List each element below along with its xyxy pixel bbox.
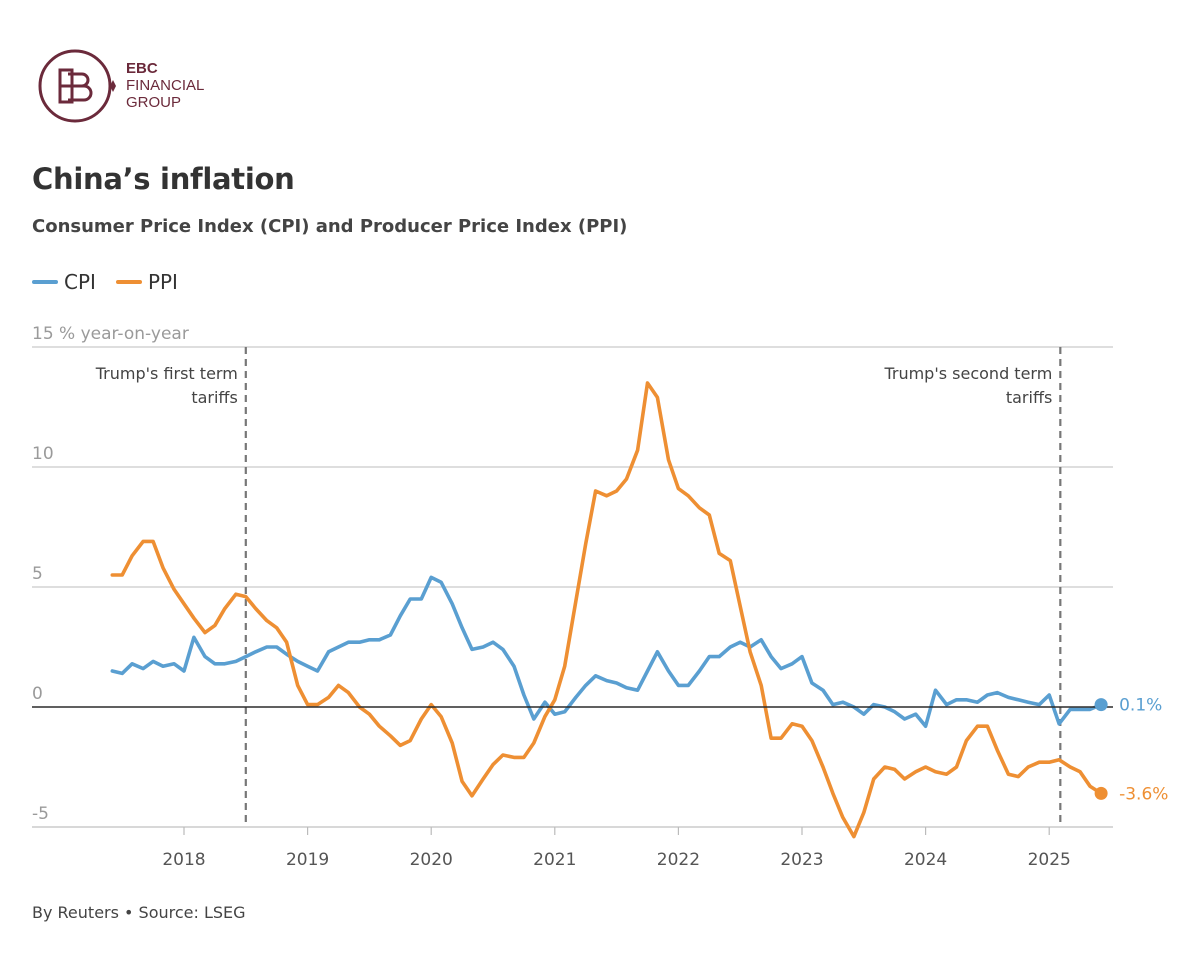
tariff-annotation-2-line-2: tariffs xyxy=(1006,388,1052,407)
chart-legend: CPI PPI xyxy=(32,270,198,294)
chart-subtitle: Consumer Price Index (CPI) and Producer … xyxy=(32,216,628,237)
x-tick-label-2025: 2025 xyxy=(1028,850,1071,870)
tariff-annotation-1-line-1: Trump's first term xyxy=(95,364,238,383)
series-line-ppi xyxy=(110,381,1103,839)
series-line-cpi xyxy=(110,575,1103,729)
y-tick-label-0: 0 xyxy=(32,684,43,704)
brand-name: EBC FINANCIAL GROUP xyxy=(126,60,204,111)
brand-line-3: GROUP xyxy=(126,94,182,111)
x-tick-label-2024: 2024 xyxy=(904,850,947,870)
legend-item-cpi: CPI xyxy=(32,270,96,294)
end-point-ppi xyxy=(1094,786,1108,800)
legend-label-ppi: PPI xyxy=(147,270,178,294)
end-label-ppi: -3.6% xyxy=(1119,784,1168,804)
x-tick-label-2020: 2020 xyxy=(410,850,453,870)
chart-title: China’s inflation xyxy=(32,162,295,196)
legend-label-cpi: CPI xyxy=(64,270,96,294)
x-tick-label-2021: 2021 xyxy=(533,850,576,870)
x-tick-label-2022: 2022 xyxy=(657,850,700,870)
x-tick-label-2019: 2019 xyxy=(286,850,329,870)
tariff-annotation-2-line-1: Trump's second term xyxy=(883,364,1052,383)
y-tick-label--5: -5 xyxy=(32,804,49,824)
end-label-cpi: 0.1% xyxy=(1119,696,1162,716)
y-tick-label-15: 15 % year-on-year xyxy=(32,324,189,344)
x-tick-label-2018: 2018 xyxy=(162,850,205,870)
end-point-cpi xyxy=(1094,698,1108,712)
y-tick-label-10: 10 xyxy=(32,444,54,464)
legend-swatch-cpi xyxy=(32,280,58,284)
legend-item-ppi: PPI xyxy=(115,270,178,294)
brand-line-1: EBC xyxy=(126,60,158,77)
ebc-logo-mark xyxy=(38,49,116,123)
legend-swatch-ppi xyxy=(115,280,142,284)
tariff-annotation-1-line-2: tariffs xyxy=(191,388,237,407)
source-footer: By Reuters • Source: LSEG xyxy=(32,903,246,922)
brand-line-2: FINANCIAL xyxy=(126,77,205,94)
y-tick-label-5: 5 xyxy=(32,564,43,584)
x-tick-label-2023: 2023 xyxy=(780,850,823,870)
